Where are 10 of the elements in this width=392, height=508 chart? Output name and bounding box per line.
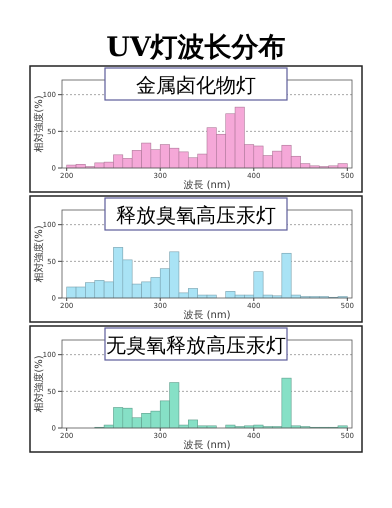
x-axis-title: 波長 (nm) bbox=[183, 179, 231, 191]
chart-subtitle: 无臭氧释放高压汞灯 bbox=[106, 333, 286, 357]
chart-title: UV灯波长分布 bbox=[106, 32, 286, 63]
chart-subtitle: 释放臭氧高压汞灯 bbox=[116, 203, 276, 227]
x-axis-title: 波長 (nm) bbox=[183, 439, 231, 451]
y-axis-title: 相対強度(%) bbox=[33, 355, 45, 413]
chart-subtitle: 金属卤化物灯 bbox=[136, 73, 256, 97]
x-axis-title: 波長 (nm) bbox=[183, 309, 231, 321]
y-axis-title: 相対強度(%) bbox=[33, 225, 45, 283]
y-axis-title: 相対強度(%) bbox=[33, 95, 45, 153]
